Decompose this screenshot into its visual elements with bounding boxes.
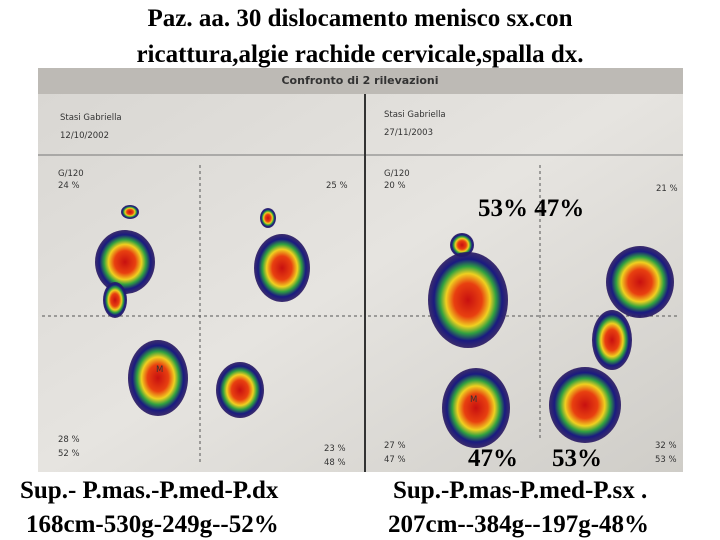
percent: 20 % — [384, 181, 406, 191]
footprint — [549, 367, 621, 443]
footprint — [95, 230, 155, 294]
header-strip — [38, 68, 683, 94]
footprint — [216, 362, 264, 418]
footprint — [121, 205, 139, 219]
percent: 48 % — [324, 458, 346, 468]
date: 27/11/2003 — [384, 128, 433, 138]
photo: Confronto di 2 rilevazioni Stasi Gabriel… — [38, 68, 683, 472]
title-line: ricattura,algie rachide cervicale,spalla… — [136, 41, 583, 68]
caption: Sup.- P.mas.-P.med-P.dx — [20, 477, 279, 504]
percent: 28 % — [58, 435, 80, 445]
heel-mark: M — [156, 365, 163, 375]
footprint — [592, 310, 632, 370]
title-line: Paz. aa. 30 dislocamento menisco sx.con — [148, 5, 573, 32]
overlay-label: 53% — [552, 445, 602, 472]
scale: G/120 — [384, 169, 410, 179]
footprint — [103, 282, 127, 318]
percent: 32 % — [655, 441, 677, 451]
footprint — [254, 234, 310, 302]
patient-name: Stasi Gabriella — [60, 113, 122, 123]
percent: 21 % — [656, 184, 678, 194]
caption: 207cm--384g--197g-48% — [388, 511, 649, 538]
percent: 25 % — [326, 181, 348, 191]
overlay-label: 47% — [468, 445, 518, 472]
patient-name: Stasi Gabriella — [384, 110, 446, 120]
footprint — [428, 252, 508, 348]
percent: 24 % — [58, 181, 80, 191]
overlay-label: 53% 47% — [478, 195, 584, 222]
date: 12/10/2002 — [60, 131, 109, 141]
footprint — [128, 340, 188, 416]
heel-mark: M — [470, 395, 477, 405]
scale: G/120 — [58, 169, 84, 179]
footprint — [606, 246, 674, 318]
footprint — [442, 368, 510, 448]
photo-header: Confronto di 2 rilevazioni — [281, 74, 438, 87]
percent: 27 % — [384, 441, 406, 451]
footprint — [260, 208, 276, 228]
percent: 52 % — [58, 449, 80, 459]
percent: 53 % — [655, 455, 677, 465]
caption: 168cm-530g-249g--52% — [26, 511, 279, 538]
percent: 47 % — [384, 455, 406, 465]
caption: Sup.-P.mas-P.med-P.sx . — [393, 477, 647, 504]
percent: 23 % — [324, 444, 346, 454]
footprint — [450, 233, 474, 257]
